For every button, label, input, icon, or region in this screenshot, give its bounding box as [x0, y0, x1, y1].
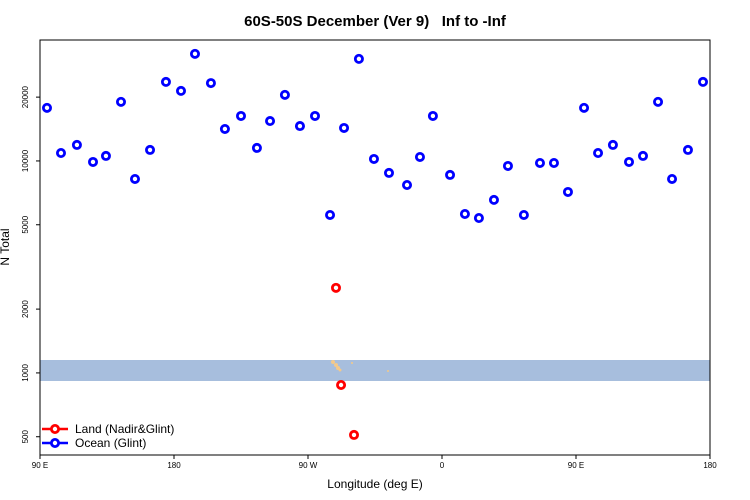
y-tick-label: 20000	[21, 85, 30, 108]
data-point	[402, 180, 413, 191]
x-axis-title: Longitude (deg E)	[327, 477, 422, 491]
data-point	[71, 139, 82, 150]
data-point	[325, 209, 336, 220]
data-point	[518, 209, 529, 220]
data-point	[265, 116, 276, 127]
data-point	[336, 380, 347, 391]
data-point	[368, 153, 379, 164]
data-point	[251, 142, 262, 153]
data-point	[562, 186, 573, 197]
data-point	[205, 78, 216, 89]
data-point	[607, 139, 618, 150]
data-point	[88, 156, 99, 167]
data-point	[219, 123, 230, 134]
data-point	[339, 122, 350, 133]
data-point	[593, 148, 604, 159]
x-tick-label: 0	[440, 461, 445, 470]
data-point	[349, 429, 360, 440]
data-point	[445, 169, 456, 180]
data-point	[624, 156, 635, 167]
y-tick-label: 5000	[21, 215, 30, 233]
data-point	[145, 144, 156, 155]
data-point	[175, 85, 186, 96]
data-point	[414, 151, 425, 162]
data-point	[653, 96, 664, 107]
y-tick-label: 10000	[21, 149, 30, 172]
data-point	[638, 150, 649, 161]
data-point	[41, 102, 52, 113]
data-point	[682, 144, 693, 155]
data-point	[160, 76, 171, 87]
data-point	[55, 148, 66, 159]
data-point	[667, 173, 678, 184]
y-tick-label: 2000	[21, 300, 30, 318]
y-tick-label: 500	[21, 430, 30, 444]
data-point	[427, 110, 438, 121]
land-dots	[331, 360, 389, 372]
data-point	[488, 194, 499, 205]
data-point	[548, 157, 559, 168]
legend-label: Land (Nadir&Glint)	[75, 422, 174, 436]
data-point	[309, 110, 320, 121]
data-point	[330, 282, 341, 293]
land-mask-band	[40, 360, 710, 381]
data-point	[698, 76, 709, 87]
data-point	[294, 121, 305, 132]
data-point	[473, 213, 484, 224]
data-point	[579, 102, 590, 113]
x-tick-label: 90 E	[32, 461, 48, 470]
data-point	[189, 48, 200, 59]
data-point	[129, 173, 140, 184]
x-tick-label: 180	[167, 461, 181, 470]
data-point	[502, 160, 513, 171]
data-point	[383, 167, 394, 178]
data-point	[115, 96, 126, 107]
x-tick-label: 90 E	[568, 461, 584, 470]
x-tick-label: 180	[703, 461, 717, 470]
data-point	[459, 208, 470, 219]
data-point	[534, 157, 545, 168]
data-point	[353, 53, 364, 64]
legend-marker	[50, 437, 61, 448]
data-point	[279, 89, 290, 100]
data-point	[100, 150, 111, 161]
chart-title: 60S-50S December (Ver 9) Inf to -Inf	[244, 13, 507, 30]
data-point	[235, 110, 246, 121]
legend-label: Ocean (Glint)	[75, 436, 146, 450]
y-tick-label: 1000	[21, 363, 30, 381]
plot-frame	[39, 39, 711, 456]
x-tick-label: 90 W	[299, 461, 318, 470]
legend-marker	[50, 423, 61, 434]
y-axis-title: N Total	[0, 228, 12, 265]
